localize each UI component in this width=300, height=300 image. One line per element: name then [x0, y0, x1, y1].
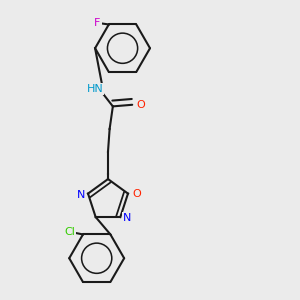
Text: HN: HN	[87, 84, 103, 94]
Text: F: F	[94, 18, 101, 28]
Text: Cl: Cl	[64, 227, 75, 237]
Text: N: N	[77, 190, 85, 200]
Text: N: N	[123, 213, 132, 223]
Text: O: O	[136, 100, 145, 110]
Text: O: O	[133, 189, 141, 199]
